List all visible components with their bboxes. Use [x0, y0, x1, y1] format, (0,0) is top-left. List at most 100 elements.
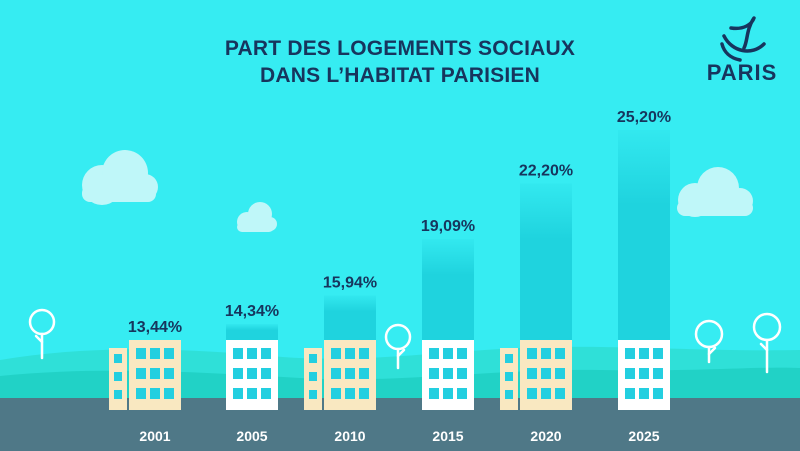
building-window [625, 388, 635, 399]
building-window [429, 388, 439, 399]
paris-logo-text: PARIS [706, 60, 778, 85]
building-window [233, 388, 243, 399]
building-window [457, 348, 467, 359]
building-window [457, 388, 467, 399]
building-window [541, 368, 551, 379]
tree-icon [28, 308, 56, 360]
column-bar [226, 323, 278, 342]
building-window [541, 388, 551, 399]
building-window [233, 368, 243, 379]
building-window [150, 368, 160, 379]
building-window [527, 348, 537, 359]
building-window [331, 388, 341, 399]
building-window [505, 354, 513, 363]
category-label: 2025 [628, 428, 659, 444]
building-window [331, 348, 341, 359]
category-label: 2020 [530, 428, 561, 444]
chart-buildings [109, 340, 670, 410]
building-icon [422, 340, 474, 410]
paris-ship-logo [720, 16, 766, 62]
building-window [639, 388, 649, 399]
tree-icon [752, 312, 782, 374]
cloud-right [677, 167, 753, 217]
building-window [150, 388, 160, 399]
building-icon [226, 340, 278, 410]
building-window [247, 368, 257, 379]
building-window [527, 388, 537, 399]
tree-icon [694, 319, 724, 364]
building-window [114, 354, 122, 363]
tree-icon [384, 323, 412, 370]
building-window [443, 388, 453, 399]
column-bar [422, 239, 474, 342]
building-window [443, 348, 453, 359]
building-window [653, 388, 663, 399]
building-icon [304, 340, 376, 410]
building-window [261, 348, 271, 359]
building-window [457, 368, 467, 379]
building-window [331, 368, 341, 379]
building-window [233, 348, 243, 359]
building-window [164, 368, 174, 379]
building-window [555, 388, 565, 399]
building-window [429, 368, 439, 379]
category-label: 2010 [334, 428, 365, 444]
building-window [429, 348, 439, 359]
chart-columns [226, 130, 670, 342]
value-label: 19,09% [421, 218, 475, 235]
category-label: 2005 [236, 428, 267, 444]
building-window [150, 348, 160, 359]
building-window [345, 348, 355, 359]
building-window [261, 388, 271, 399]
value-label: 15,94% [323, 274, 377, 291]
building-window [555, 368, 565, 379]
value-label: 13,44% [128, 319, 182, 336]
building-icon [618, 340, 670, 410]
column-bar [618, 130, 670, 342]
chart-title-line-2: DANS L’HABITAT PARISIEN [260, 64, 540, 87]
building-window [136, 368, 146, 379]
building-window [505, 390, 513, 399]
building-window [555, 348, 565, 359]
building-window [639, 368, 649, 379]
building-icon [500, 340, 572, 410]
building-window [136, 388, 146, 399]
building-window [527, 368, 537, 379]
building-window [625, 348, 635, 359]
cloud-left [82, 150, 158, 205]
building-icon [109, 340, 181, 410]
value-label: 25,20% [617, 109, 671, 126]
building-window [653, 348, 663, 359]
building-window [541, 348, 551, 359]
building-window [345, 388, 355, 399]
column-bar [520, 183, 572, 342]
cloud-small [237, 202, 277, 232]
building-window [653, 368, 663, 379]
building-window [247, 348, 257, 359]
building-window [625, 368, 635, 379]
building-window [114, 390, 122, 399]
category-label: 2015 [432, 428, 463, 444]
chart-title-line-1: PART DES LOGEMENTS SOCIAUX [224, 37, 576, 60]
building-window [309, 372, 317, 381]
building-window [359, 368, 369, 379]
building-window [345, 368, 355, 379]
chart-category-labels: 2001 2005 2010 2015 2020 2025 [139, 428, 659, 444]
hills-front [0, 367, 800, 400]
building-window [443, 368, 453, 379]
value-label: 14,34% [225, 303, 279, 320]
category-label: 2001 [139, 428, 170, 444]
building-window [639, 348, 649, 359]
building-window [164, 388, 174, 399]
building-window [359, 348, 369, 359]
building-window [114, 372, 122, 381]
value-label: 22,20% [519, 163, 573, 180]
building-window [261, 368, 271, 379]
chart-value-labels: 13,44% 14,34% 15,94% 19,09% 22,20% 25,20% [128, 109, 671, 336]
building-window [505, 372, 513, 381]
building-window [136, 348, 146, 359]
building-window [164, 348, 174, 359]
building-window [359, 388, 369, 399]
building-window [309, 354, 317, 363]
